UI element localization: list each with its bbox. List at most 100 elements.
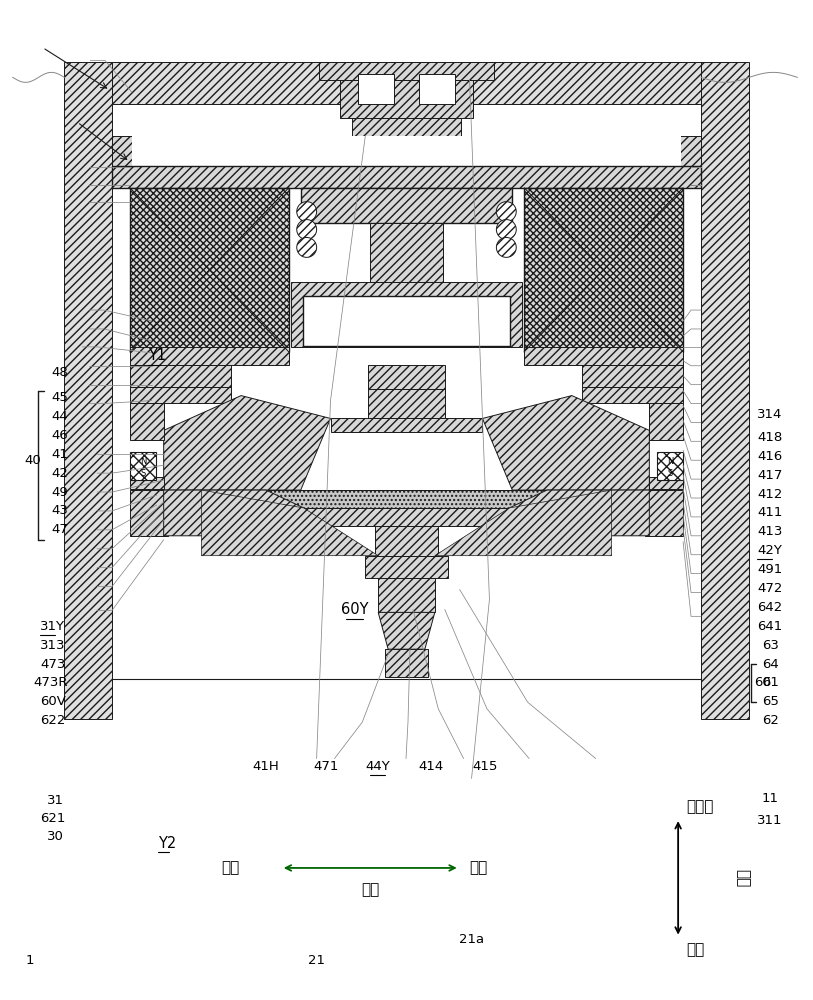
Text: 41: 41	[51, 448, 68, 461]
Bar	[419, 74, 454, 104]
Text: 49: 49	[51, 486, 68, 499]
Text: 418: 418	[757, 431, 782, 444]
Text: 471: 471	[313, 760, 338, 773]
Bar	[301, 188, 512, 223]
Bar	[163, 490, 650, 508]
Bar	[701, 62, 749, 719]
Text: 65: 65	[762, 695, 779, 708]
Bar	[385, 649, 428, 677]
Text: 472: 472	[757, 582, 782, 595]
Bar	[352, 118, 461, 136]
Bar	[524, 347, 683, 365]
Text: 48: 48	[51, 366, 68, 379]
Bar	[163, 490, 650, 508]
Text: 41H: 41H	[253, 760, 280, 773]
Text: S: S	[667, 469, 673, 478]
Circle shape	[297, 202, 316, 222]
Bar	[130, 490, 167, 536]
Text: 44Y: 44Y	[365, 760, 389, 773]
Text: 413: 413	[757, 525, 782, 538]
Text: 一侧: 一侧	[686, 942, 704, 957]
Text: 64: 64	[762, 658, 779, 671]
Text: 60Y: 60Y	[341, 602, 368, 617]
Bar	[302, 296, 511, 346]
Text: 311: 311	[757, 814, 782, 827]
Bar	[582, 365, 683, 387]
Text: 621: 621	[40, 812, 65, 825]
Text: 另一侧: 另一侧	[686, 799, 714, 814]
Text: N: N	[140, 457, 146, 466]
Text: 42: 42	[51, 467, 68, 480]
Circle shape	[297, 220, 316, 239]
Bar	[378, 578, 435, 612]
Bar	[370, 223, 443, 282]
Polygon shape	[435, 490, 611, 556]
Bar	[359, 74, 394, 104]
Text: 46: 46	[51, 429, 68, 442]
Text: 622: 622	[40, 714, 65, 727]
Bar	[376, 526, 437, 556]
Text: 62: 62	[762, 714, 779, 727]
Text: 42Y: 42Y	[757, 544, 782, 557]
Bar	[301, 188, 512, 223]
Bar	[132, 136, 681, 166]
Text: 外侧: 外侧	[470, 860, 488, 875]
Bar	[650, 477, 683, 489]
Text: 内侧: 内侧	[221, 860, 240, 875]
Bar	[319, 62, 494, 80]
Bar	[524, 188, 683, 352]
Bar	[130, 403, 163, 440]
Bar	[365, 556, 448, 578]
Bar	[112, 166, 701, 188]
Bar	[650, 403, 683, 440]
Bar	[130, 365, 231, 387]
Bar	[657, 452, 683, 480]
Polygon shape	[482, 396, 650, 490]
Text: 63: 63	[762, 639, 779, 652]
Text: 40: 40	[24, 454, 41, 467]
Text: Y2: Y2	[158, 836, 176, 851]
Bar	[130, 387, 231, 403]
Text: N: N	[667, 457, 673, 466]
Circle shape	[497, 202, 516, 222]
Text: 45: 45	[51, 391, 68, 404]
Text: 21: 21	[307, 954, 324, 967]
Text: 30: 30	[47, 830, 64, 843]
Bar	[646, 490, 683, 536]
Text: 411: 411	[757, 506, 782, 519]
Bar	[130, 452, 156, 480]
Bar	[368, 365, 445, 389]
Bar	[130, 188, 289, 352]
Text: 491: 491	[757, 563, 782, 576]
Text: 416: 416	[757, 450, 782, 463]
Bar	[509, 508, 547, 536]
Text: 31: 31	[47, 794, 64, 807]
Circle shape	[297, 237, 316, 257]
Bar	[582, 387, 683, 403]
Circle shape	[497, 220, 516, 239]
Text: 47: 47	[51, 523, 68, 536]
Text: 60V: 60V	[40, 695, 66, 708]
Bar	[112, 136, 701, 174]
Text: 642: 642	[757, 601, 782, 614]
Bar	[64, 62, 112, 719]
Bar	[304, 508, 509, 526]
Text: 314: 314	[757, 408, 782, 421]
Polygon shape	[378, 612, 435, 649]
Circle shape	[497, 237, 516, 257]
Polygon shape	[163, 490, 304, 536]
Text: 11: 11	[762, 792, 779, 805]
Polygon shape	[509, 490, 650, 536]
Bar	[112, 62, 701, 104]
Text: 60: 60	[754, 676, 772, 689]
Bar	[368, 389, 445, 418]
Text: 313: 313	[40, 639, 65, 652]
Text: Y1: Y1	[148, 348, 166, 363]
Text: 414: 414	[418, 760, 443, 773]
Text: 641: 641	[757, 620, 782, 633]
Bar	[291, 282, 522, 347]
Polygon shape	[202, 490, 378, 556]
Text: 轴向: 轴向	[735, 869, 750, 887]
Text: 61: 61	[762, 676, 779, 689]
Text: 径向: 径向	[361, 882, 380, 897]
